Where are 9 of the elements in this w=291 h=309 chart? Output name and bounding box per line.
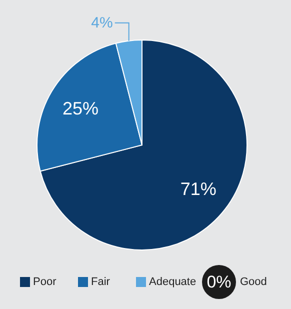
category-label: Good bbox=[240, 276, 267, 288]
data-label: 71% bbox=[180, 178, 216, 199]
legend-label: Poor bbox=[33, 276, 57, 288]
text: 0% bbox=[206, 272, 232, 292]
legend-label: Adequate bbox=[149, 276, 196, 288]
data-label: 4% bbox=[91, 14, 113, 32]
data-label: 25% bbox=[62, 98, 99, 119]
pie-slice bbox=[40, 40, 248, 250]
legend-label: Fair bbox=[91, 276, 110, 288]
